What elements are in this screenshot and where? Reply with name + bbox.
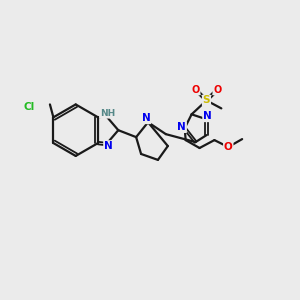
Text: N: N: [104, 141, 113, 151]
Text: Cl: Cl: [23, 102, 35, 112]
Text: O: O: [213, 85, 221, 94]
Text: N: N: [177, 122, 186, 132]
Text: O: O: [191, 85, 200, 94]
Text: N: N: [203, 111, 212, 121]
Text: O: O: [224, 142, 233, 152]
Text: N: N: [142, 113, 150, 123]
Text: S: S: [203, 95, 210, 106]
Text: NH: NH: [100, 109, 115, 118]
